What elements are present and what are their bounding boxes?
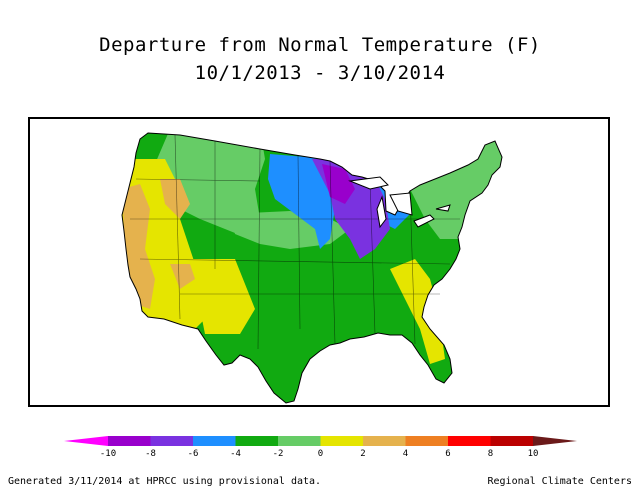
legend-swatch [235,436,278,446]
generated-note: Generated 3/11/2014 at HPRCC using provi… [8,476,322,487]
legend-tick-label: 4 [403,449,408,459]
legend-swatch [363,436,406,446]
legend-tick-label: -6 [188,449,199,459]
legend-swatch [405,436,448,446]
map-title: Departure from Normal Temperature (F) [99,34,541,56]
legend-tick-label: -2 [273,449,284,459]
legend-tick-label: -10 [100,449,116,459]
legend-swatch [64,436,108,446]
temperature-departure-map [121,132,503,404]
legend-tick-label: 0 [318,449,323,459]
legend-swatch [108,436,151,446]
legend-tick-label: 10 [528,449,539,459]
legend-tick-label: -4 [230,449,241,459]
great-lakes [348,176,451,229]
legend-tick-label: 2 [360,449,365,459]
legend-swatch [278,436,321,446]
map-frame [28,117,610,407]
legend-tick-label: -8 [145,449,156,459]
legend-tick-label: 8 [488,449,493,459]
source-credit: Regional Climate Centers [487,476,633,487]
map-subtitle: 10/1/2013 - 3/10/2014 [194,62,446,84]
legend-swatch [533,436,577,446]
legend-tick-label: 6 [445,449,450,459]
legend-swatch [490,436,533,446]
legend-swatch [150,436,193,446]
legend-swatch [448,436,491,446]
legend-swatch [320,436,363,446]
legend-swatch [193,436,236,446]
state-boundaries [130,134,460,350]
